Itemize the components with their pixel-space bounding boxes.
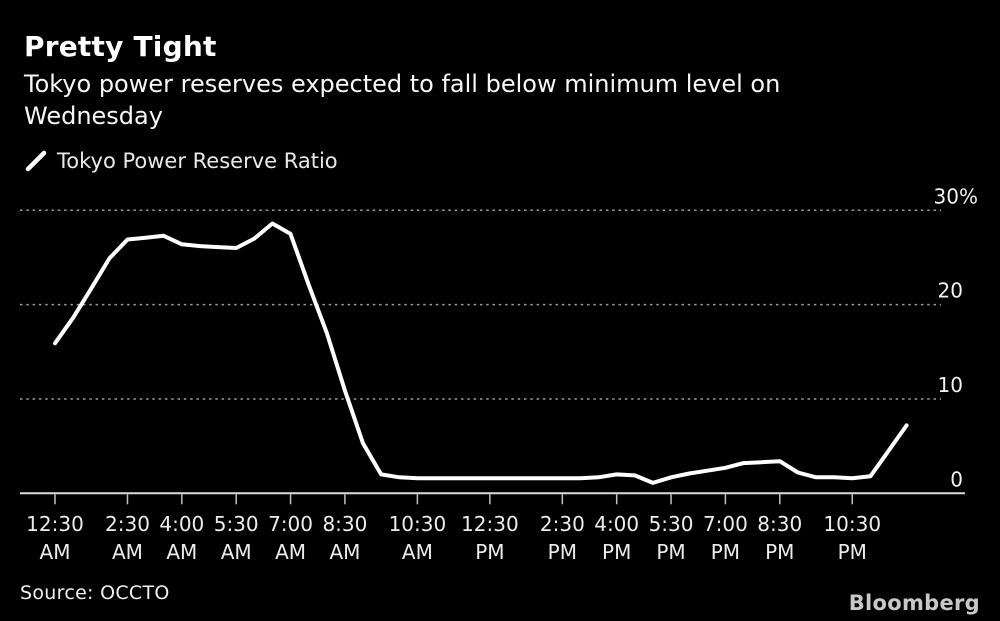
x-axis-time-label: 8:30 (757, 512, 802, 536)
x-axis-time-label: 10:30 (389, 512, 447, 536)
legend-label: Tokyo Power Reserve Ratio (57, 149, 338, 173)
legend: Tokyo Power Reserve Ratio (25, 149, 338, 173)
source-attribution: Source: OCCTO (20, 582, 170, 604)
x-axis-meridiem-label: PM (602, 540, 631, 564)
x-axis-time-label: 10:30 (823, 512, 881, 536)
x-axis-meridiem-label: AM (40, 540, 71, 564)
chart-subtitle-line-1: Tokyo power reserves expected to fall be… (24, 70, 781, 98)
y-axis-tick-label: 20 (938, 279, 963, 303)
x-axis-time-label: 7:00 (268, 512, 313, 536)
x-axis-time-label: 4:00 (159, 512, 204, 536)
y-axis-tick-label: 30% (934, 184, 978, 208)
x-axis-meridiem-label: PM (711, 540, 740, 564)
x-axis-meridiem-label: PM (765, 540, 794, 564)
x-axis-time-label: 5:30 (214, 512, 259, 536)
x-axis-time-label: 7:00 (703, 512, 748, 536)
chart-subtitle: Tokyo power reserves expected to fall be… (24, 68, 780, 132)
chart-title: Pretty Tight (24, 30, 217, 63)
x-axis-meridiem-label: AM (112, 540, 143, 564)
x-axis-time-label: 5:30 (649, 512, 694, 536)
bloomberg-logo: Bloomberg (848, 591, 980, 615)
line-series-swatch-icon (25, 150, 47, 171)
x-axis-meridiem-label: AM (402, 540, 433, 564)
x-axis-meridiem-label: AM (275, 540, 306, 564)
x-axis-meridiem-label: PM (656, 540, 685, 564)
x-axis-meridiem-label: AM (329, 540, 360, 564)
y-axis-tick-label: 10 (938, 373, 963, 397)
x-axis-meridiem-label: PM (475, 540, 504, 564)
chart-subtitle-line-2: Wednesday (24, 102, 163, 130)
x-axis-meridiem-label: PM (548, 540, 577, 564)
x-axis-time-label: 12:30 (461, 512, 519, 536)
x-axis-time-label: 4:00 (594, 512, 639, 536)
x-axis-meridiem-label: PM (838, 540, 867, 564)
x-axis-time-label: 8:30 (322, 512, 367, 536)
x-axis-meridiem-label: AM (221, 540, 252, 564)
series-line-tokyo-power-reserve-ratio (53, 221, 909, 485)
x-axis-meridiem-label: AM (166, 540, 197, 564)
x-axis-time-label: 2:30 (105, 512, 150, 536)
y-axis-tick-label: 0 (950, 467, 963, 491)
x-axis-time-label: 12:30 (26, 512, 84, 536)
x-axis-time-label: 2:30 (540, 512, 585, 536)
